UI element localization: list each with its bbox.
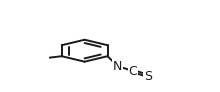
Text: S: S <box>144 70 152 83</box>
Text: C: C <box>129 65 138 78</box>
Text: N: N <box>113 60 122 73</box>
